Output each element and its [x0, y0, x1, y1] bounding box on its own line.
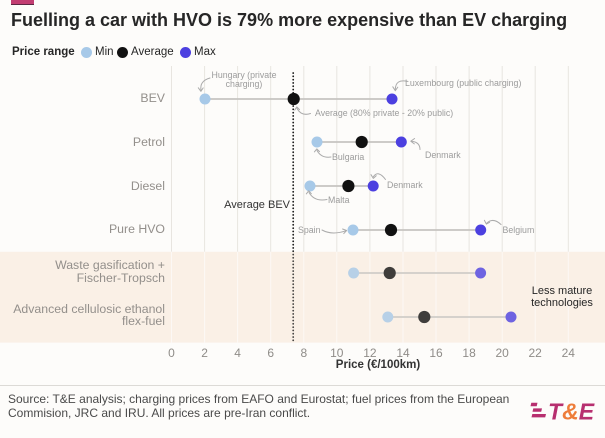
svg-text:T&E: T&E	[548, 399, 595, 425]
